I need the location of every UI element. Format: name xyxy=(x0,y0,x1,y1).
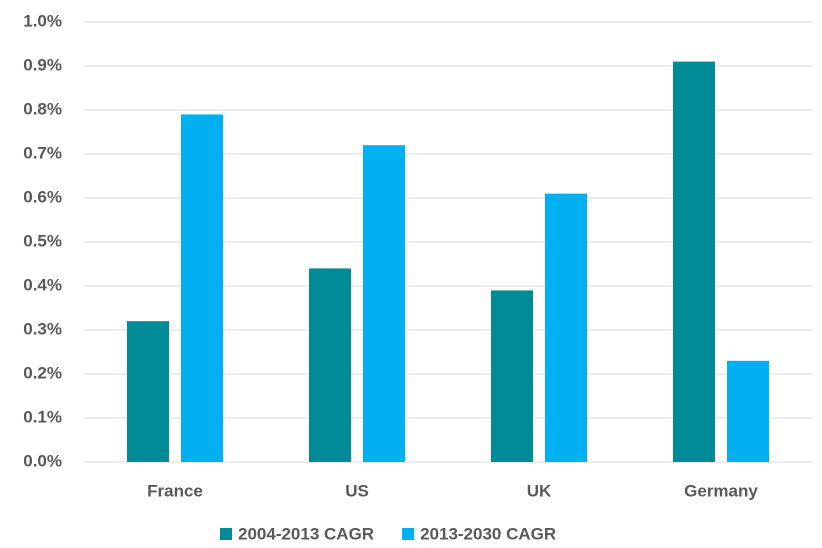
x-tick-label: Germany xyxy=(684,481,758,500)
bar xyxy=(309,268,351,462)
x-tick-label: UK xyxy=(527,481,552,500)
y-tick-label: 0.9% xyxy=(23,55,62,74)
legend-swatch xyxy=(220,528,232,540)
bar xyxy=(491,290,533,462)
legend-label: 2004-2013 CAGR xyxy=(238,524,374,543)
y-tick-label: 0.6% xyxy=(23,187,62,206)
y-tick-label: 0.7% xyxy=(23,143,62,162)
y-tick-label: 0.0% xyxy=(23,451,62,470)
legend-label: 2013-2030 CAGR xyxy=(420,524,556,543)
bar xyxy=(727,360,769,462)
y-tick-label: 1.0% xyxy=(23,11,62,30)
y-tick-label: 0.8% xyxy=(23,99,62,118)
bar xyxy=(545,193,587,462)
bar xyxy=(181,114,223,463)
y-tick-label: 0.3% xyxy=(23,319,62,338)
y-tick-label: 0.4% xyxy=(23,275,62,294)
x-tick-label: US xyxy=(345,481,369,500)
bar xyxy=(127,321,169,462)
bar xyxy=(673,61,715,462)
y-tick-label: 0.2% xyxy=(23,363,62,382)
y-tick-label: 0.5% xyxy=(23,231,62,250)
bar xyxy=(363,145,405,462)
legend-swatch xyxy=(402,528,415,540)
x-tick-label: France xyxy=(147,481,203,500)
y-tick-label: 0.1% xyxy=(23,407,62,426)
